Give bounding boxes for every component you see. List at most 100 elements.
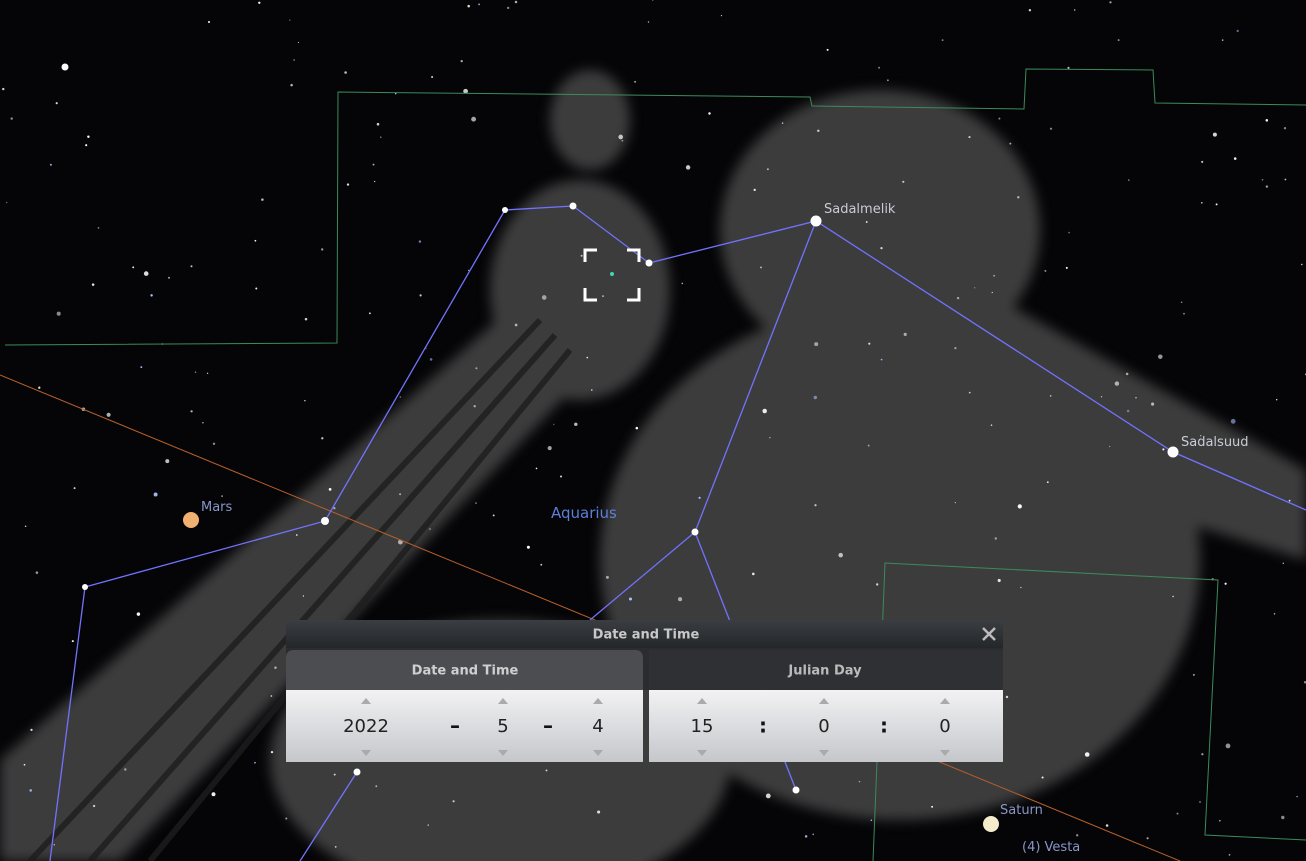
star <box>1183 313 1185 315</box>
hour-field[interactable]: 15 <box>691 716 714 737</box>
star <box>375 785 377 787</box>
year-field[interactable]: 2022 <box>343 716 389 737</box>
star <box>536 468 538 470</box>
star <box>942 39 944 41</box>
star <box>902 181 904 183</box>
star <box>1109 446 1110 447</box>
star <box>955 502 956 503</box>
star <box>208 21 210 23</box>
star <box>1289 500 1291 502</box>
star <box>289 19 290 20</box>
star <box>93 805 95 807</box>
star <box>150 294 152 296</box>
star <box>1050 395 1052 397</box>
star <box>974 287 975 288</box>
star <box>1050 128 1052 130</box>
sky-view: Sadalmelik Sadalsuud Mars Aquarius Satur… <box>0 0 1306 861</box>
star <box>429 528 431 530</box>
star <box>144 271 149 276</box>
star <box>991 424 993 426</box>
star <box>1006 696 1008 698</box>
star <box>1066 267 1068 269</box>
star <box>1219 820 1221 822</box>
star <box>30 729 32 731</box>
month-field[interactable]: 5 <box>497 716 508 737</box>
star <box>1017 196 1019 198</box>
star <box>1284 127 1286 129</box>
second-field[interactable]: 0 <box>939 716 950 737</box>
star <box>868 343 870 345</box>
star-label: Sadalsuud <box>1181 435 1249 450</box>
star <box>782 122 783 123</box>
star <box>85 144 87 146</box>
star <box>1231 419 1236 424</box>
star <box>767 168 769 170</box>
star <box>1151 403 1154 406</box>
star <box>1115 381 1119 385</box>
star <box>995 537 997 539</box>
star <box>586 357 588 359</box>
star <box>56 102 58 104</box>
star <box>954 347 956 349</box>
star <box>140 366 142 368</box>
star <box>25 525 27 527</box>
star <box>1044 270 1046 272</box>
star <box>461 60 463 62</box>
star <box>38 387 40 389</box>
star <box>1177 813 1179 815</box>
star <box>87 135 89 137</box>
star <box>373 164 375 166</box>
star <box>453 800 455 802</box>
star <box>1128 179 1129 180</box>
star <box>1226 744 1231 749</box>
star <box>618 135 623 140</box>
star <box>1266 119 1269 122</box>
star <box>1042 776 1044 778</box>
star <box>296 534 298 536</box>
star <box>473 405 475 407</box>
star <box>254 762 256 764</box>
day-field[interactable]: 4 <box>592 716 603 737</box>
star <box>1237 30 1239 32</box>
star <box>574 423 577 426</box>
star <box>369 312 371 314</box>
star <box>1101 396 1102 397</box>
star <box>221 495 223 497</box>
star <box>597 810 600 813</box>
star <box>636 427 639 430</box>
star <box>420 294 422 296</box>
star <box>124 768 126 770</box>
star <box>1106 824 1109 827</box>
minute-field[interactable]: 0 <box>818 716 829 737</box>
star <box>931 806 933 808</box>
star <box>335 846 337 848</box>
star <box>1234 157 1237 160</box>
star <box>814 396 817 399</box>
star <box>1281 816 1284 819</box>
star <box>347 183 349 185</box>
star <box>606 576 609 579</box>
star <box>1018 504 1022 508</box>
star <box>293 59 294 60</box>
star <box>805 835 808 838</box>
star <box>321 248 323 250</box>
star <box>1296 796 1297 797</box>
star <box>1047 481 1049 483</box>
star <box>1274 613 1275 614</box>
asteroid-label: (4) Vesta <box>1022 840 1080 855</box>
star <box>195 372 196 373</box>
star <box>957 297 959 299</box>
star <box>478 4 480 6</box>
star <box>304 400 305 401</box>
star <box>1229 854 1231 856</box>
star <box>887 79 889 81</box>
star <box>1126 373 1129 376</box>
star <box>1266 185 1268 187</box>
star <box>814 342 818 346</box>
star <box>190 410 192 412</box>
star <box>992 292 993 293</box>
star <box>686 165 690 169</box>
star <box>812 834 814 836</box>
star <box>1020 587 1021 588</box>
star <box>1213 133 1217 137</box>
